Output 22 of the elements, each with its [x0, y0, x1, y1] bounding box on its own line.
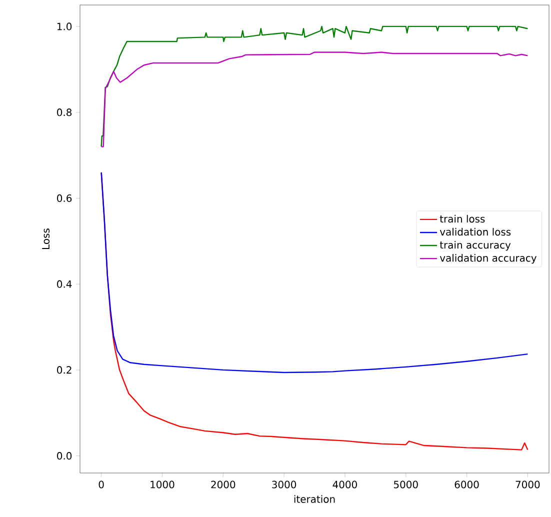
- y-tick-label: 1.0: [57, 22, 72, 30]
- legend-label: validation accuracy: [440, 254, 537, 264]
- x-tick-label: 5000: [394, 480, 418, 488]
- x-tick-label: 0: [98, 480, 104, 488]
- x-axis-title: iteration: [294, 495, 335, 503]
- y-tick-label: 0.4: [57, 280, 72, 288]
- y-tick-label: 0.8: [57, 108, 72, 116]
- y-axis-title: Loss: [42, 228, 50, 249]
- legend-label: train accuracy: [440, 240, 511, 251]
- x-tick-label: 6000: [454, 480, 479, 488]
- x-tick-label: 1000: [150, 480, 174, 488]
- x-tick-label: 3000: [272, 480, 296, 488]
- x-tick-label: 2000: [211, 480, 236, 488]
- line-series: [100, 52, 528, 148]
- legend-label: validation loss: [440, 228, 511, 236]
- x-tick-label: 4000: [332, 480, 357, 488]
- y-tick-label: 0.0: [57, 452, 72, 460]
- line-series: [100, 26, 528, 148]
- legend-label: train loss: [440, 214, 485, 223]
- y-tick-label: 0.2: [57, 366, 72, 374]
- x-tick-label: 7000: [516, 480, 540, 488]
- y-tick-label: 0.6: [57, 194, 72, 202]
